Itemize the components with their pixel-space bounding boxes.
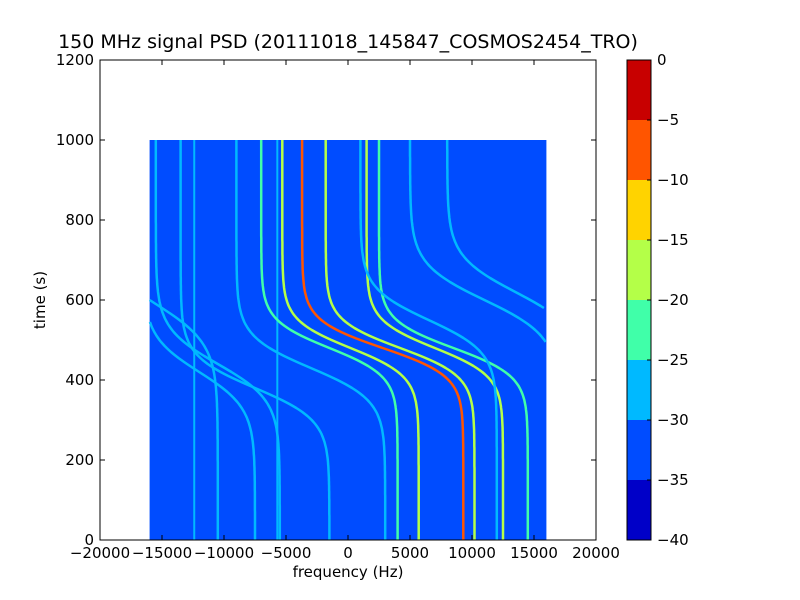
x-tick-label: 0 bbox=[343, 544, 353, 562]
colorbar-tick-label: −35 bbox=[657, 471, 689, 489]
x-tick-label: 20000 bbox=[572, 544, 620, 562]
signal-trace bbox=[154, 140, 282, 540]
x-tick-label: 10000 bbox=[448, 544, 496, 562]
y-tick-label: 0 bbox=[84, 531, 94, 549]
y-axis-label: time (s) bbox=[31, 271, 49, 329]
signal-trace bbox=[365, 140, 505, 540]
colorbar-band bbox=[627, 300, 651, 360]
colorbar-tick-label: −20 bbox=[657, 291, 689, 309]
colorbar-tick-label: −25 bbox=[657, 351, 689, 369]
colorbar-tick-label: −10 bbox=[657, 171, 689, 189]
colorbar-tick-label: −30 bbox=[657, 411, 689, 429]
y-tick-label: 1000 bbox=[56, 131, 94, 149]
y-tick-label: 600 bbox=[65, 291, 94, 309]
chart-title: 150 MHz signal PSD (20111018_145847_COSM… bbox=[58, 31, 638, 53]
signal-trace bbox=[377, 140, 530, 540]
colorbar: 0 −5 −10 −15 −20 −25 −30 −35 −40 bbox=[626, 51, 689, 549]
colorbar-band bbox=[627, 60, 651, 120]
y-tick-label: 1200 bbox=[56, 51, 94, 69]
colorbar-tick-label: 0 bbox=[657, 51, 667, 69]
colorbar-tick-label: −15 bbox=[657, 231, 689, 249]
y-tick-label: 200 bbox=[65, 451, 94, 469]
x-tick-label: −20000 bbox=[70, 544, 130, 562]
colorbar-band bbox=[627, 360, 651, 420]
signal-trace bbox=[148, 321, 257, 540]
signal-trace bbox=[235, 140, 387, 540]
colorbar-tick-label: −40 bbox=[657, 531, 689, 549]
colorbar-band bbox=[627, 420, 651, 480]
signal-trace bbox=[148, 298, 220, 540]
colorbar-band bbox=[627, 180, 651, 240]
x-tick-label: −10000 bbox=[194, 544, 254, 562]
y-tick-label: 800 bbox=[65, 211, 94, 229]
x-tick-label: 5000 bbox=[391, 544, 429, 562]
x-tick-label: −5000 bbox=[261, 544, 312, 562]
x-axis-ticks: −20000 −15000 −10000 −5000 0 5000 10000 15000 20… bbox=[70, 60, 620, 562]
y-tick-label: 400 bbox=[65, 371, 94, 389]
heatmap bbox=[148, 140, 547, 540]
heatmap-field bbox=[149, 140, 547, 540]
signal-trace bbox=[408, 140, 547, 343]
plot-area bbox=[99, 59, 597, 541]
colorbar-band bbox=[627, 240, 651, 300]
signal-trace bbox=[259, 140, 399, 540]
colorbar-band bbox=[627, 120, 651, 180]
signal-trace bbox=[281, 140, 420, 540]
colorbar-band bbox=[627, 480, 651, 540]
signal-trace bbox=[300, 140, 465, 540]
x-tick-label: −15000 bbox=[132, 544, 192, 562]
y-axis-ticks: 0 200 400 600 800 1000 1200 bbox=[56, 51, 596, 549]
x-axis-label: frequency (Hz) bbox=[293, 563, 404, 581]
signal-trace bbox=[445, 140, 545, 310]
x-tick-label: 15000 bbox=[510, 544, 558, 562]
signal-trace bbox=[324, 140, 476, 540]
colorbar-tick-label: −5 bbox=[657, 111, 679, 129]
signal-trace bbox=[359, 140, 499, 540]
signal-trace bbox=[179, 140, 331, 540]
